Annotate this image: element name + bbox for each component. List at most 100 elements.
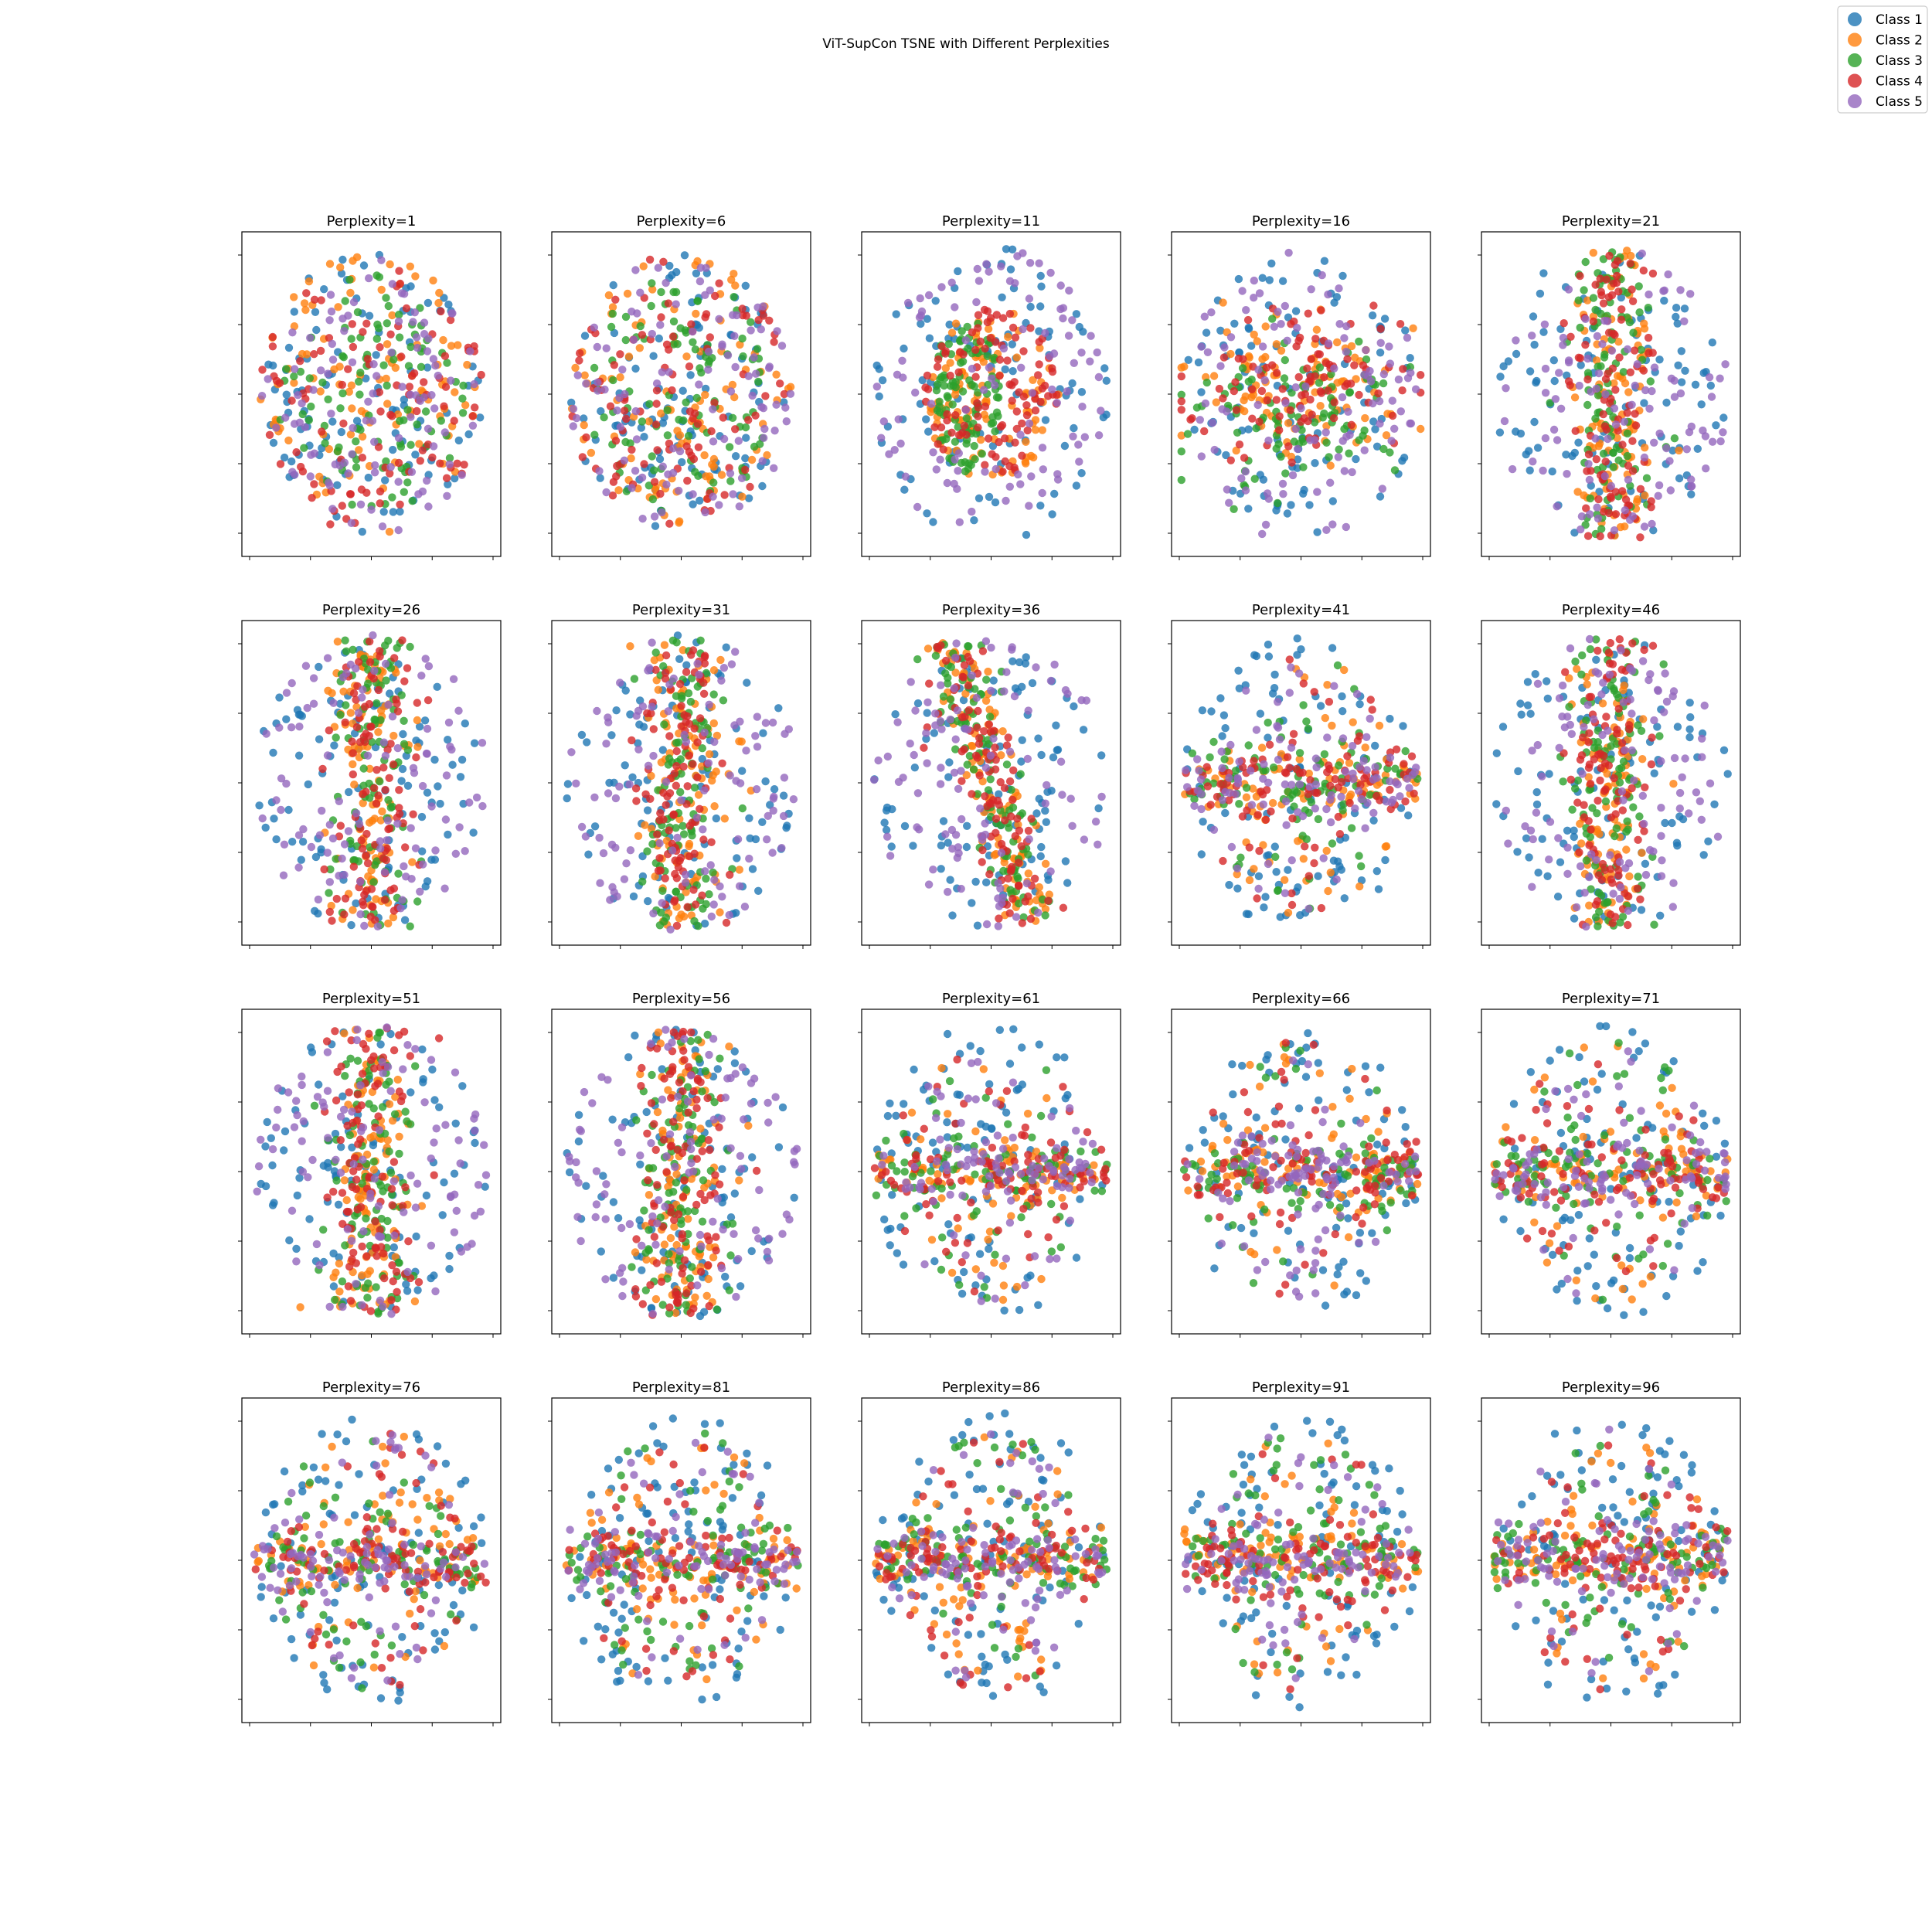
point-class-5 [681,879,690,887]
point-class-1 [1099,413,1108,422]
point-class-5 [1351,804,1359,813]
point-class-3 [352,437,360,446]
point-class-2 [301,305,310,315]
point-class-4 [1294,336,1303,345]
point-class-5 [906,678,915,686]
point-class-4 [976,337,985,346]
point-class-3 [374,324,383,332]
point-class-3 [947,662,956,672]
point-class-2 [1573,488,1582,496]
point-class-3 [1589,294,1598,302]
point-class-3 [725,443,734,451]
point-class-3 [679,821,687,831]
point-class-5 [1259,800,1268,809]
point-class-4 [1623,409,1631,417]
subplot-title: Perplexity=36 [942,602,1040,618]
point-class-3 [1594,738,1602,747]
point-class-1 [347,920,355,930]
point-class-3 [931,651,940,660]
point-class-4 [1287,900,1297,910]
point-class-5 [431,846,440,855]
point-class-3 [621,335,630,345]
point-class-5 [1094,431,1104,440]
point-class-5 [1332,875,1341,884]
point-class-2 [461,401,470,410]
point-class-1 [461,719,469,728]
point-class-1 [1283,509,1292,518]
point-class-5 [1253,400,1262,410]
point-class-5 [348,450,356,458]
point-class-5 [451,849,460,859]
point-class-5 [941,830,950,838]
point-class-1 [1404,811,1413,820]
point-class-4 [675,679,685,689]
point-class-5 [980,386,988,394]
point-class-3 [335,443,343,452]
point-class-1 [651,522,660,530]
point-class-5 [701,508,709,517]
point-class-5 [780,774,789,782]
point-class-2 [347,381,356,389]
point-class-1 [1533,444,1543,452]
point-class-4 [1004,874,1012,883]
point-class-4 [672,874,681,883]
point-class-4 [302,289,311,298]
point-class-4 [1601,457,1610,466]
point-class-3 [932,386,941,395]
point-class-1 [924,427,933,436]
point-class-4 [1258,790,1267,799]
point-class-5 [649,751,658,760]
point-class-5 [1707,393,1716,401]
point-class-5 [362,417,371,425]
point-class-2 [1257,743,1267,752]
point-class-3 [636,321,645,331]
point-class-1 [930,729,939,737]
point-class-1 [1052,721,1060,730]
point-class-5 [1645,290,1653,299]
point-class-5 [1362,345,1370,355]
point-class-2 [982,396,991,405]
point-class-4 [1617,305,1626,314]
point-class-4 [1240,454,1249,462]
point-class-1 [1276,913,1284,921]
subplot-perplexity-11: Perplexity=11 [858,213,1121,560]
point-class-4 [1400,760,1408,768]
point-class-5 [379,738,389,747]
point-class-4 [326,520,335,529]
point-class-4 [1613,271,1621,281]
point-class-5 [894,777,903,786]
point-class-4 [1589,317,1597,326]
point-class-1 [1026,302,1035,311]
point-class-3 [708,354,716,362]
point-class-4 [611,437,621,445]
point-class-4 [477,370,485,379]
point-class-5 [1342,522,1351,532]
point-class-4 [1219,856,1227,866]
point-class-4 [386,330,395,338]
point-class-1 [1400,454,1409,462]
point-class-2 [346,430,355,439]
point-class-1 [590,822,600,831]
point-class-5 [1324,290,1332,299]
point-class-4 [1372,791,1381,801]
point-class-3 [1338,806,1347,815]
point-class-2 [336,263,345,272]
point-class-1 [423,363,432,372]
point-class-4 [1583,532,1593,540]
point-class-5 [327,307,336,316]
point-class-1 [741,454,750,463]
point-class-1 [1496,372,1505,381]
point-class-1 [451,474,459,483]
point-class-5 [577,822,587,832]
point-class-5 [1238,287,1247,295]
point-class-5 [1682,445,1691,454]
point-class-4 [1275,412,1284,420]
point-class-5 [572,413,581,423]
point-class-1 [436,799,444,808]
point-class-4 [696,804,704,814]
point-class-1 [1094,804,1103,813]
point-class-1 [975,494,984,502]
point-class-3 [458,409,468,417]
point-class-2 [654,685,662,694]
point-class-5 [314,895,323,904]
